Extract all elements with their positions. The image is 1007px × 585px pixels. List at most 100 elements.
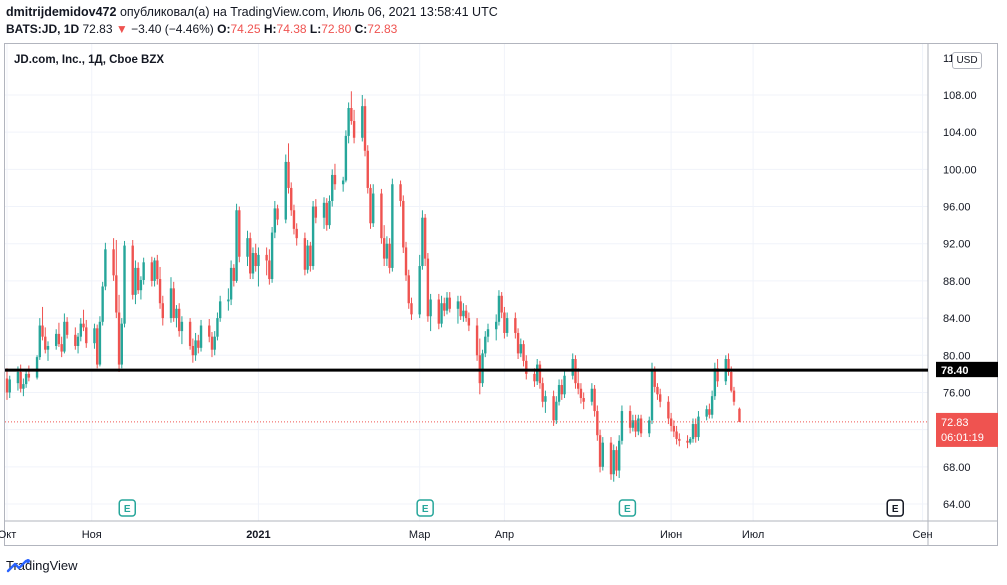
candle-body[interactable] (199, 325, 203, 348)
candle-body[interactable] (552, 396, 555, 421)
candle-body[interactable] (257, 254, 260, 267)
candle-body[interactable] (503, 312, 506, 333)
candle-body[interactable] (738, 408, 741, 422)
candle-body[interactable] (24, 373, 28, 385)
candle-body[interactable] (388, 243, 391, 268)
candle-body[interactable] (287, 161, 290, 188)
candle-body[interactable] (691, 424, 695, 439)
candle-body[interactable] (169, 288, 173, 319)
candle-body[interactable] (582, 398, 585, 402)
candle-body[interactable] (464, 310, 468, 319)
candle-body[interactable] (675, 431, 678, 439)
candle-body[interactable] (418, 266, 421, 315)
candle-body[interactable] (142, 262, 145, 280)
candle-body[interactable] (366, 150, 369, 188)
candle-body[interactable] (678, 438, 681, 441)
candle-body[interactable] (448, 297, 451, 309)
candle-body[interactable] (210, 336, 214, 350)
candle-body[interactable] (16, 372, 20, 384)
candle-body[interactable] (705, 409, 708, 417)
candle-body[interactable] (246, 238, 249, 257)
candle-body[interactable] (175, 308, 178, 319)
candle-body[interactable] (27, 373, 31, 378)
candle-body[interactable] (361, 106, 364, 138)
candle-body[interactable] (576, 383, 580, 389)
candle-body[interactable] (522, 344, 525, 361)
candle-body[interactable] (475, 325, 479, 356)
candle-body[interactable] (391, 184, 394, 268)
candle-body[interactable] (270, 232, 274, 280)
candle-body[interactable] (208, 325, 211, 337)
chart-frame[interactable] (4, 43, 998, 546)
candle-body[interactable] (303, 238, 307, 270)
candle-body[interactable] (407, 275, 410, 304)
candle-body[interactable] (251, 253, 255, 274)
candle-body[interactable] (63, 321, 66, 352)
candle-body[interactable] (150, 262, 154, 281)
candle-body[interactable] (697, 416, 700, 438)
candle-body[interactable] (65, 321, 69, 335)
candle-body[interactable] (180, 321, 184, 332)
candle-body[interactable] (514, 318, 517, 333)
candle-body[interactable] (95, 328, 99, 365)
candle-body[interactable] (486, 329, 490, 337)
candle-body[interactable] (112, 249, 115, 276)
candle-body[interactable] (229, 267, 233, 300)
candle-body[interactable] (686, 440, 689, 443)
candle-body[interactable] (19, 372, 22, 389)
candle-body[interactable] (156, 260, 159, 280)
candle-body[interactable] (227, 299, 230, 302)
candle-body[interactable] (628, 411, 632, 428)
candle-body[interactable] (544, 396, 547, 402)
candle-body[interactable] (218, 301, 222, 319)
candle-body[interactable] (117, 312, 121, 365)
candle-body[interactable] (620, 411, 624, 441)
candle-body[interactable] (525, 360, 528, 374)
candle-body[interactable] (694, 424, 697, 438)
candle-body[interactable] (341, 180, 345, 185)
candle-body[interactable] (516, 332, 520, 354)
candle-body[interactable] (380, 193, 383, 239)
candle-body[interactable] (536, 364, 539, 382)
candle-body[interactable] (467, 318, 471, 326)
candle-body[interactable] (38, 325, 41, 358)
candle-body[interactable] (667, 401, 670, 419)
candle-body[interactable] (22, 384, 25, 389)
candle-body[interactable] (672, 425, 676, 432)
candle-body[interactable] (382, 238, 386, 259)
candle-body[interactable] (598, 435, 602, 467)
candle-body[interactable] (98, 321, 102, 365)
candle-body[interactable] (593, 388, 596, 412)
candle-body[interactable] (57, 333, 61, 345)
candle-body[interactable] (290, 187, 293, 211)
candle-body[interactable] (79, 323, 82, 337)
earnings-marker-icon[interactable] (618, 499, 637, 517)
candle-body[interactable] (563, 375, 566, 395)
candle-body[interactable] (104, 249, 107, 287)
candle-body[interactable] (634, 420, 637, 432)
candle-body[interactable] (35, 357, 39, 378)
candle-body[interactable] (93, 328, 96, 344)
candle-body[interactable] (123, 245, 126, 324)
candle-body[interactable] (232, 267, 236, 281)
earnings-marker-icon[interactable] (886, 499, 904, 517)
candle-body[interactable] (497, 295, 501, 322)
candle-body[interactable] (648, 420, 651, 434)
candle-body[interactable] (254, 253, 257, 267)
earnings-marker-icon[interactable] (118, 499, 137, 517)
candle-body[interactable] (331, 174, 334, 201)
candle-body[interactable] (601, 442, 604, 467)
candle-body[interactable] (658, 394, 662, 402)
candle-body[interactable] (631, 420, 635, 428)
candle-body[interactable] (579, 388, 583, 399)
candle-body[interactable] (328, 200, 331, 226)
candle-body[interactable] (653, 370, 656, 387)
candle-body[interactable] (350, 108, 353, 122)
candle-body[interactable] (372, 193, 375, 224)
candle-body[interactable] (352, 121, 356, 138)
candle-body[interactable] (314, 206, 318, 218)
candle-body[interactable] (273, 208, 277, 233)
candle-body[interactable] (213, 336, 216, 350)
candle-body[interactable] (158, 279, 162, 304)
candle-body[interactable] (555, 401, 558, 421)
